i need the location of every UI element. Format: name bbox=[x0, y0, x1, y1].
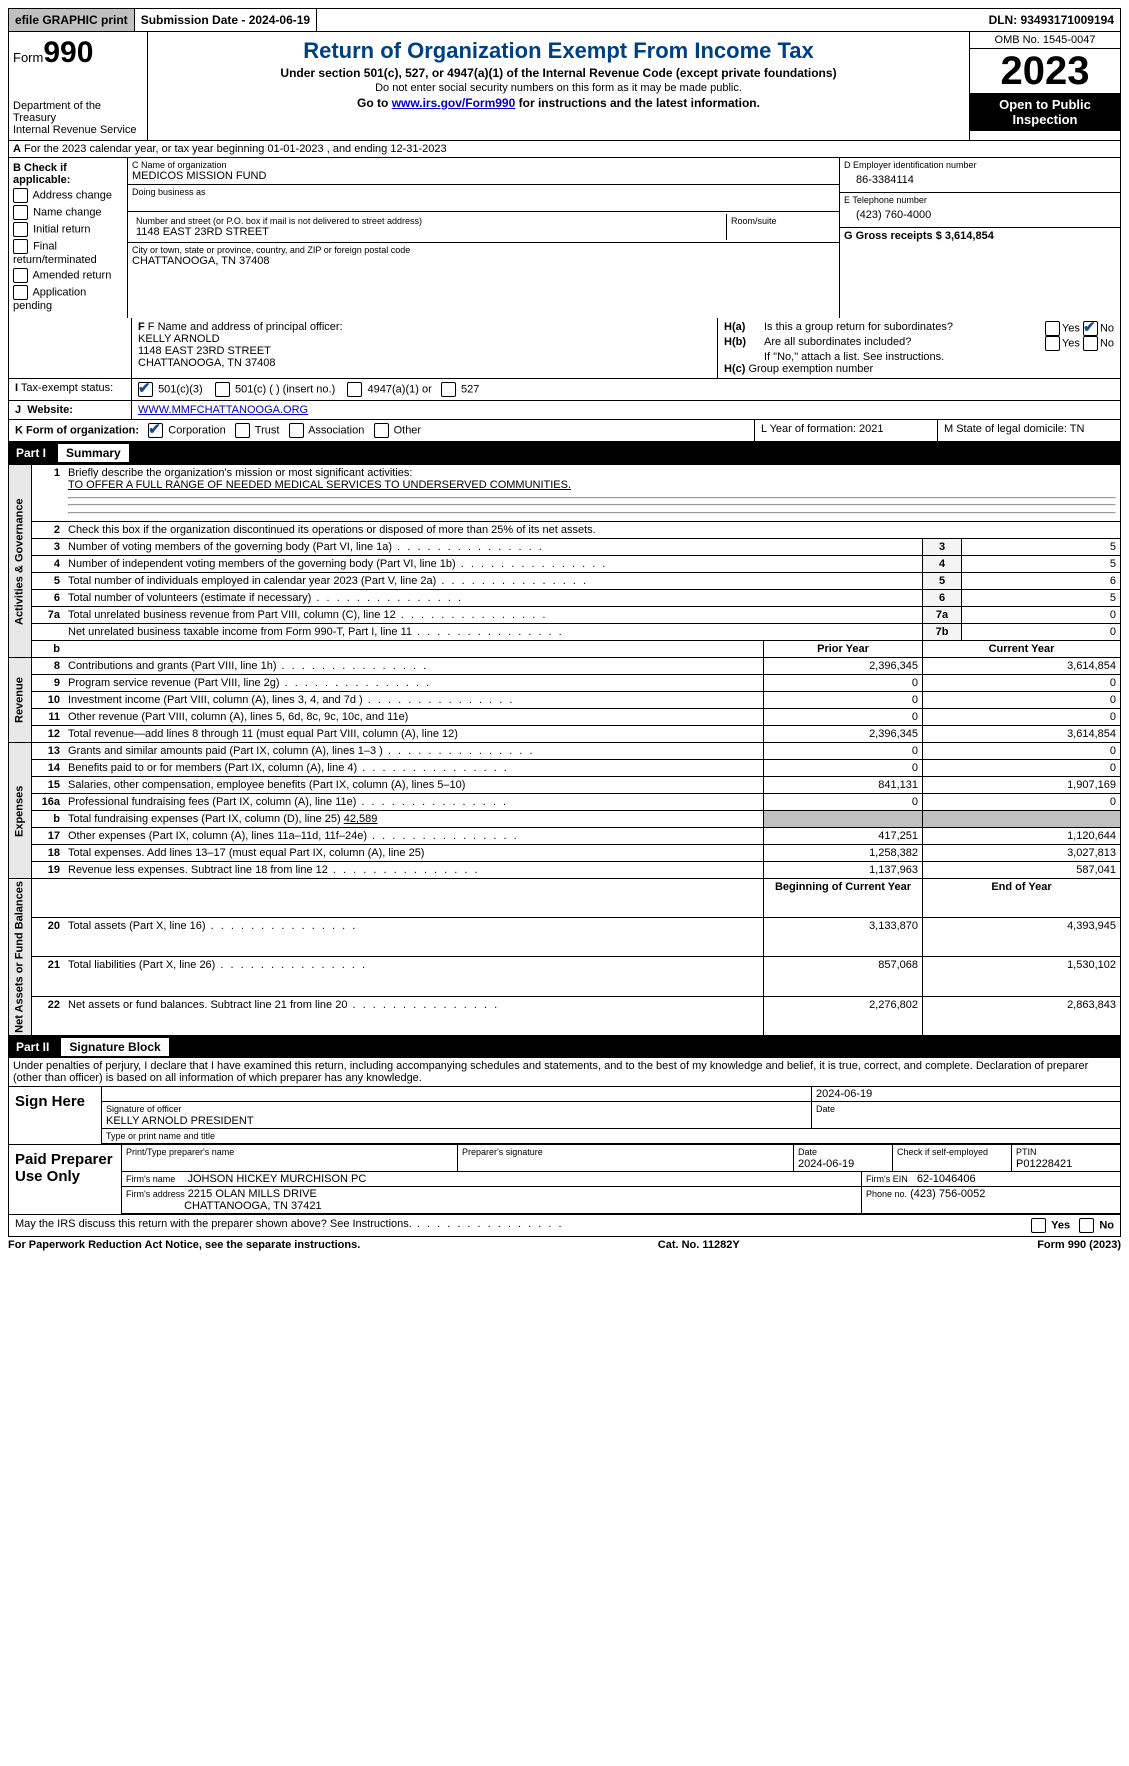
vlabel-activities: Activities & Governance bbox=[9, 465, 32, 658]
row-f-h: F F Name and address of principal office… bbox=[8, 318, 1121, 379]
tax-year: 2023 bbox=[970, 49, 1120, 93]
box-b: B Check if applicable: Address change Na… bbox=[9, 158, 128, 318]
cb-other[interactable] bbox=[374, 423, 389, 438]
sign-date: 2024-06-19 bbox=[811, 1087, 1120, 1102]
cb-initial-return[interactable] bbox=[13, 222, 28, 237]
paid-preparer-label: Paid Preparer Use Only bbox=[9, 1145, 122, 1214]
org-street: 1148 EAST 23RD STREET bbox=[136, 226, 722, 238]
vlabel-expenses: Expenses bbox=[9, 743, 32, 879]
officer-addr2: CHATTANOOGA, TN 37408 bbox=[138, 357, 711, 369]
box-c: C Name of organization MEDICOS MISSION F… bbox=[128, 158, 840, 318]
part2-header: Part IISignature Block bbox=[8, 1036, 1121, 1058]
cb-name-change[interactable] bbox=[13, 205, 28, 220]
cb-final-return[interactable] bbox=[13, 239, 28, 254]
sign-here-label: Sign Here bbox=[9, 1087, 102, 1144]
cb-address-change[interactable] bbox=[13, 188, 28, 203]
identity-grid: B Check if applicable: Address change Na… bbox=[8, 158, 1121, 318]
ssn-warning: Do not enter social security numbers on … bbox=[154, 82, 963, 94]
year-formation: L Year of formation: 2021 bbox=[755, 420, 938, 441]
dln: DLN: 93493171009194 bbox=[983, 9, 1120, 31]
officer-name: KELLY ARNOLD bbox=[138, 333, 711, 345]
gross-receipts: G Gross receipts $ 3,614,854 bbox=[844, 230, 994, 242]
cb-discuss-no[interactable] bbox=[1079, 1218, 1094, 1233]
omb-number: OMB No. 1545-0047 bbox=[970, 32, 1120, 49]
cb-pending[interactable] bbox=[13, 285, 28, 300]
irs-label: Internal Revenue Service bbox=[13, 124, 143, 136]
ptin: P01228421 bbox=[1016, 1158, 1072, 1170]
form-prefix: Form bbox=[13, 50, 43, 65]
mission-text: TO OFFER A FULL RANGE OF NEEDED MEDICAL … bbox=[68, 479, 571, 491]
org-name: MEDICOS MISSION FUND bbox=[132, 170, 835, 182]
cb-527[interactable] bbox=[441, 382, 456, 397]
website-link[interactable]: WWW.MMFCHATTANOOGA.ORG bbox=[138, 404, 308, 416]
cb-hb-no[interactable] bbox=[1083, 336, 1098, 351]
cb-501c[interactable] bbox=[215, 382, 230, 397]
part1-header: Part ISummary bbox=[8, 442, 1121, 464]
form-number: 990 bbox=[43, 36, 93, 69]
ein: 86-3384114 bbox=[844, 170, 1116, 190]
perjury-text: Under penalties of perjury, I declare th… bbox=[8, 1058, 1121, 1087]
cb-ha-yes[interactable] bbox=[1045, 321, 1060, 336]
vlabel-revenue: Revenue bbox=[9, 658, 32, 743]
firm-ein: 62-1046406 bbox=[917, 1173, 976, 1185]
dept-treasury: Department of the Treasury bbox=[13, 100, 143, 124]
vlabel-netassets: Net Assets or Fund Balances bbox=[9, 879, 32, 1036]
state-domicile: M State of legal domicile: TN bbox=[938, 420, 1120, 441]
summary-table: Activities & Governance 1 Briefly descri… bbox=[8, 464, 1121, 1036]
cb-amended[interactable] bbox=[13, 268, 28, 283]
firm-name: JOHSON HICKEY MURCHISON PC bbox=[187, 1173, 366, 1185]
form-title: Return of Organization Exempt From Incom… bbox=[154, 38, 963, 64]
form-subtitle: Under section 501(c), 527, or 4947(a)(1)… bbox=[154, 66, 963, 80]
cb-assoc[interactable] bbox=[289, 423, 304, 438]
discuss-question: May the IRS discuss this return with the… bbox=[15, 1218, 412, 1230]
top-bar: efile GRAPHIC print Submission Date - 20… bbox=[8, 8, 1121, 32]
line-a: A For the 2023 calendar year, or tax yea… bbox=[8, 141, 1121, 158]
org-city: CHATTANOOGA, TN 37408 bbox=[132, 255, 835, 267]
submission-date: Submission Date - 2024-06-19 bbox=[135, 9, 317, 31]
officer-addr1: 1148 EAST 23RD STREET bbox=[138, 345, 711, 357]
cb-trust[interactable] bbox=[235, 423, 250, 438]
form-header: Form990 Department of the Treasury Inter… bbox=[8, 32, 1121, 141]
efile-label[interactable]: efile GRAPHIC print bbox=[9, 9, 135, 31]
cb-ha-no[interactable] bbox=[1083, 321, 1098, 336]
firm-phone: (423) 756-0052 bbox=[910, 1188, 985, 1200]
paid-preparer-block: Paid Preparer Use Only Print/Type prepar… bbox=[8, 1145, 1121, 1215]
officer-sign-name: KELLY ARNOLD PRESIDENT bbox=[106, 1115, 254, 1127]
phone: (423) 760-4000 bbox=[844, 205, 1116, 225]
sign-here-block: Sign Here 2024-06-19 Signature of office… bbox=[8, 1087, 1121, 1145]
page-footer: For Paperwork Reduction Act Notice, see … bbox=[8, 1237, 1121, 1251]
cb-hb-yes[interactable] bbox=[1045, 336, 1060, 351]
form990-link[interactable]: www.irs.gov/Form990 bbox=[392, 96, 516, 110]
public-inspection: Open to Public Inspection bbox=[970, 93, 1120, 131]
cb-501c3[interactable] bbox=[138, 382, 153, 397]
cb-corp[interactable] bbox=[148, 423, 163, 438]
cb-4947[interactable] bbox=[347, 382, 362, 397]
cb-discuss-yes[interactable] bbox=[1031, 1218, 1046, 1233]
